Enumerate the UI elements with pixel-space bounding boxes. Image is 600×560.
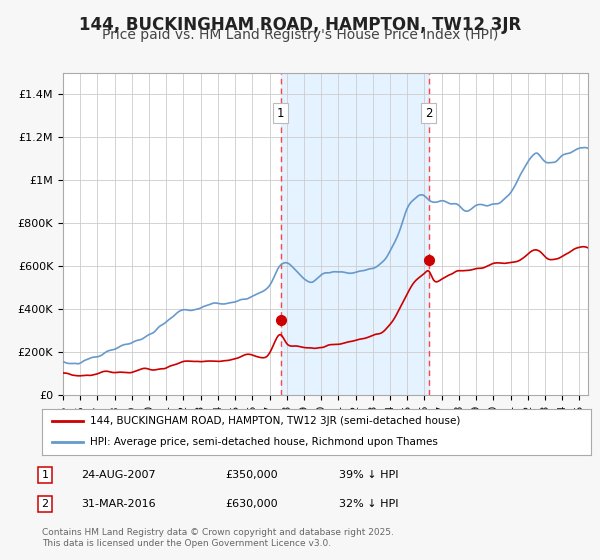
Text: 39% ↓ HPI: 39% ↓ HPI — [339, 470, 398, 480]
Text: 24-AUG-2007: 24-AUG-2007 — [81, 470, 155, 480]
Bar — [281, 73, 429, 395]
Text: 1: 1 — [277, 106, 284, 119]
Text: 144, BUCKINGHAM ROAD, HAMPTON, TW12 3JR: 144, BUCKINGHAM ROAD, HAMPTON, TW12 3JR — [79, 16, 521, 34]
Text: 31-MAR-2016: 31-MAR-2016 — [81, 499, 155, 509]
Text: 144, BUCKINGHAM ROAD, HAMPTON, TW12 3JR (semi-detached house): 144, BUCKINGHAM ROAD, HAMPTON, TW12 3JR … — [91, 416, 461, 426]
Text: 32% ↓ HPI: 32% ↓ HPI — [339, 499, 398, 509]
Text: 2: 2 — [425, 106, 433, 119]
Text: £630,000: £630,000 — [225, 499, 278, 509]
Text: Contains HM Land Registry data © Crown copyright and database right 2025.
This d: Contains HM Land Registry data © Crown c… — [42, 528, 394, 548]
Text: Price paid vs. HM Land Registry's House Price Index (HPI): Price paid vs. HM Land Registry's House … — [102, 28, 498, 42]
Text: 2: 2 — [41, 499, 49, 509]
Text: 1: 1 — [41, 470, 49, 480]
Text: HPI: Average price, semi-detached house, Richmond upon Thames: HPI: Average price, semi-detached house,… — [91, 437, 438, 447]
Text: £350,000: £350,000 — [225, 470, 278, 480]
